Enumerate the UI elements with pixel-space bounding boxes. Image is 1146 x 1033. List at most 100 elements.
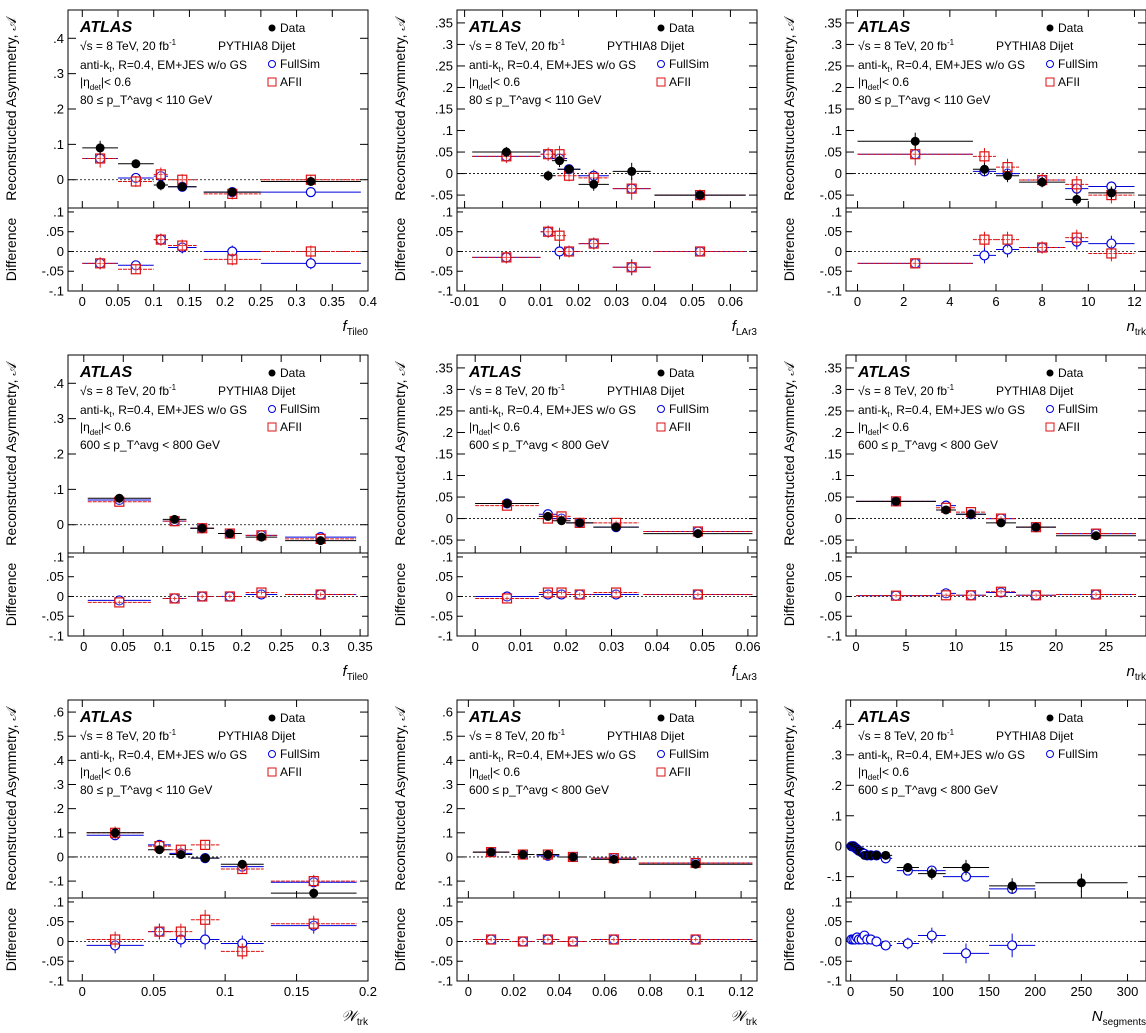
y-tick-label-bottom: .1 <box>442 894 453 909</box>
x-tick-label: 0.05 <box>111 639 136 654</box>
data-point <box>131 159 141 169</box>
diff-afii-point <box>485 934 497 945</box>
legend-data: Data <box>669 711 695 725</box>
energy-label: √s = 8 TeV, 20 fb-1 <box>80 728 177 743</box>
diff-afii-point <box>556 587 567 598</box>
y-tick-label-top: .1 <box>831 468 842 483</box>
x-tick-label: 6 <box>992 294 999 309</box>
jet-label-rest: , R=0.4, EM+JES w/o GS <box>112 403 247 417</box>
afii-point <box>910 149 921 160</box>
y-tick-label-bottom: .05 <box>46 569 64 584</box>
x-axis-title: 𝒲trk <box>341 1008 369 1028</box>
x-tick-label: 0.2 <box>216 294 234 309</box>
data-point <box>95 143 105 153</box>
lumi-superscript: -1 <box>558 383 566 392</box>
y-tick-label-top: 0 <box>446 849 453 864</box>
energy-label: √s = 8 TeV, 20 fb-1 <box>469 728 566 743</box>
lumi-superscript: -1 <box>558 728 566 737</box>
y-tick-label-bottom: -.1 <box>827 974 842 989</box>
jet-label-sub: t <box>498 65 501 74</box>
lumi-superscript: -1 <box>169 728 177 737</box>
y-tick-label-bottom: .1 <box>831 549 842 564</box>
diff-afii-point <box>501 252 512 263</box>
x-tick-label: 0.3 <box>312 639 330 654</box>
y-tick-label-top: .25 <box>824 403 842 418</box>
eta-label: |ηdet|< 0.6 <box>80 420 131 437</box>
data-point <box>996 518 1006 528</box>
x-tick-label: 0 <box>847 984 854 999</box>
diff-fullsim-point <box>902 938 913 949</box>
data-point <box>316 536 326 546</box>
jet-label-a: anti-k <box>80 58 110 72</box>
y-tick-label-top: .2 <box>53 447 64 462</box>
y-tick-label-top: .05 <box>824 490 842 505</box>
x-tick-label: 0.05 <box>141 984 166 999</box>
atlas-label: ATLAS <box>468 19 521 36</box>
legend-fullsim: FullSim <box>1058 747 1098 761</box>
data-point <box>1106 188 1116 198</box>
bottom-frame <box>67 552 369 637</box>
panel-6: -.05 0 .05 .1 .15 .2 .25 .3 .35 -.1 -.05 0 .05 .1 0 5 10… <box>781 354 1146 683</box>
data-point <box>197 523 207 533</box>
x-tick-label: 0.3 <box>288 294 306 309</box>
legend-generator: PYTHIA8 Dijet <box>607 384 685 398</box>
x-tick-label: 0.15 <box>284 984 309 999</box>
x-tick-label: 5 <box>902 639 909 654</box>
jet-label-rest: , R=0.4, EM+JES w/o GS <box>890 403 1025 417</box>
y-tick-label-bottom: .1 <box>442 204 453 219</box>
x-tick-label: 0 <box>80 639 87 654</box>
data-point <box>1072 194 1082 204</box>
diff-fullsim-point <box>926 930 937 941</box>
eta-label-rest: |< 0.6 <box>490 765 520 779</box>
legend-marker-fullsim <box>657 750 665 758</box>
energy-label: √s = 8 TeV, 20 fb-1 <box>858 728 955 743</box>
data-point <box>609 854 619 864</box>
data-point <box>170 514 180 524</box>
x-tick-label: 0.1 <box>154 639 172 654</box>
diff-afii-point <box>1071 232 1082 243</box>
jet-label-a: anti-k <box>80 748 110 762</box>
y-tick-label-top: .2 <box>442 425 453 440</box>
jet-label-sub: t <box>109 410 112 419</box>
legend-marker-fullsim <box>1046 405 1054 413</box>
data-point <box>1091 531 1101 541</box>
x-tick-label: 0.02 <box>566 294 591 309</box>
y-tick-label-top: .35 <box>435 360 453 375</box>
y-tick-label-top: .2 <box>53 102 64 117</box>
legend-afii: AFII <box>669 75 691 89</box>
jet-label-rest: , R=0.4, EM+JES w/o GS <box>501 58 636 72</box>
jet-label: anti-kt, R=0.4, EM+JES w/o GS <box>858 58 1025 74</box>
atlas-label: ATLAS <box>79 19 132 36</box>
afii-point <box>543 149 554 160</box>
diff-fullsim-point <box>305 258 316 269</box>
jet-label: anti-kt, R=0.4, EM+JES w/o GS <box>80 58 247 74</box>
eta-label-a: |η <box>858 75 868 89</box>
legend-generator: PYTHIA8 Dijet <box>218 39 296 53</box>
jet-label-rest: , R=0.4, EM+JES w/o GS <box>890 58 1025 72</box>
diff-afii-point <box>588 238 599 249</box>
diff-afii-point <box>1037 242 1048 253</box>
diff-afii-point <box>542 934 554 945</box>
legend-marker-data <box>268 714 276 722</box>
y-axis-title-bottom: Difference <box>781 908 797 972</box>
diff-afii-point <box>567 936 579 947</box>
diff-afii-point <box>256 587 267 598</box>
pt-bin-label: 600 ≤ p_T^avg < 800 GeV <box>469 438 609 452</box>
x-tick-label: 25 <box>1099 639 1113 654</box>
y-tick-label-top: .35 <box>824 15 842 30</box>
y-tick-label-bottom: .1 <box>53 894 64 909</box>
diff-afii-point <box>626 262 637 273</box>
diff-afii-point <box>1030 590 1042 601</box>
y-tick-label-top: -.05 <box>431 188 453 203</box>
data-point <box>225 529 235 539</box>
jet-label-a: anti-k <box>858 403 888 417</box>
legend-marker-afii <box>1045 422 1055 432</box>
data-point <box>306 176 316 186</box>
y-tick-label-bottom: 0 <box>446 934 453 949</box>
y-tick-label-top: .3 <box>442 37 453 52</box>
diff-afii-point <box>200 914 211 925</box>
y-tick-label-bottom: -.05 <box>820 609 842 624</box>
y-tick-label-top: .1 <box>442 123 453 138</box>
y-axis-title-bottom: Difference <box>781 218 797 282</box>
y-tick-label-top: .2 <box>53 801 64 816</box>
